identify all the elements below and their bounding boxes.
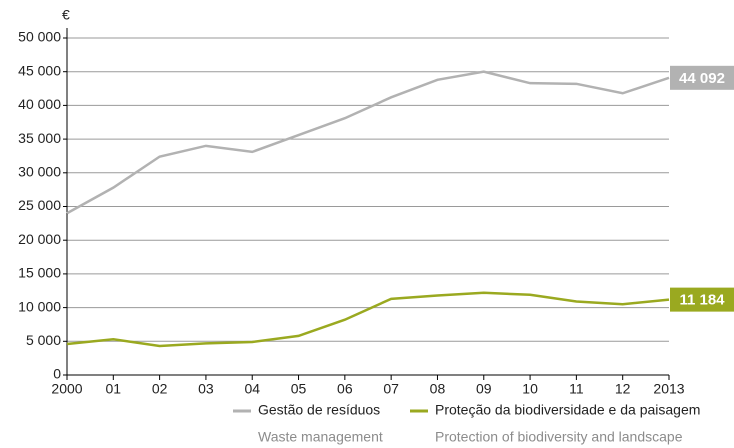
y-tick-label: 15 000	[18, 265, 61, 281]
y-tick-label: 50 000	[18, 29, 61, 45]
y-tick-label: 30 000	[18, 164, 61, 180]
legend-label-en: Waste management	[258, 429, 383, 445]
y-unit: €	[62, 7, 70, 23]
x-tick-label: 03	[198, 381, 214, 397]
legend-label: Gestão de resíduos	[258, 402, 380, 418]
x-tick-label: 2000	[51, 381, 82, 397]
value-label: 11 184	[679, 292, 725, 309]
y-tick-label: 0	[53, 366, 61, 382]
x-tick-label: 2013	[653, 381, 684, 397]
y-tick-label: 40 000	[18, 96, 61, 112]
series-line	[66, 291, 670, 348]
x-tick-label: 10	[522, 381, 538, 397]
legend-label: Proteção da biodiversidade e da paisagem	[435, 402, 700, 418]
x-tick-label: 02	[152, 381, 168, 397]
value-label-box	[670, 65, 734, 90]
x-tick-label: 09	[476, 381, 492, 397]
x-tick-label: 12	[615, 381, 631, 397]
y-tick-label: 10 000	[18, 298, 61, 314]
x-tick-label: 04	[244, 381, 260, 397]
x-tick-label: 05	[291, 381, 307, 397]
value-label: 44 092	[679, 70, 725, 87]
x-tick-label: 01	[106, 381, 122, 397]
x-tick-label: 07	[383, 381, 399, 397]
y-tick-label: 5 000	[26, 332, 61, 348]
y-tick-label: 45 000	[18, 62, 61, 78]
y-tick-label: 35 000	[18, 130, 61, 146]
y-tick-label: 20 000	[18, 231, 61, 247]
legend-label-en: Protection of biodiversity and landscape	[435, 429, 683, 445]
x-tick-label: 08	[430, 381, 446, 397]
x-tick-label: 06	[337, 381, 353, 397]
value-label-box	[670, 287, 734, 312]
x-tick-label: 11	[569, 381, 584, 397]
y-tick-label: 25 000	[18, 197, 61, 213]
series-line	[66, 70, 670, 215]
